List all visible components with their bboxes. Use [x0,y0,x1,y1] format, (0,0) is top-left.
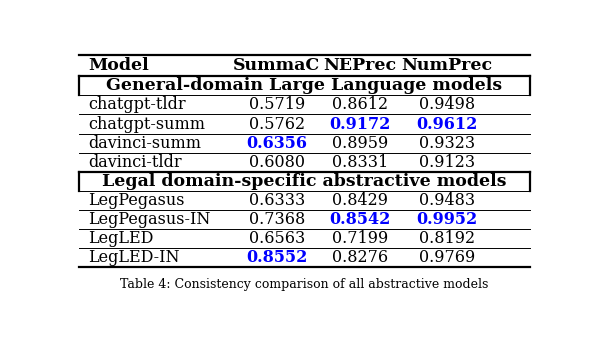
Text: SummaC: SummaC [233,57,320,74]
Text: 0.8429: 0.8429 [331,192,388,209]
Text: 0.9952: 0.9952 [416,211,478,228]
Text: 0.9323: 0.9323 [419,135,475,151]
Text: 0.9123: 0.9123 [419,154,475,171]
Text: 0.8276: 0.8276 [331,250,388,266]
Text: General-domain Large Language models: General-domain Large Language models [106,77,503,94]
Text: LegPegasus-IN: LegPegasus-IN [88,211,210,228]
Text: LegLED-IN: LegLED-IN [88,250,179,266]
Text: 0.6356: 0.6356 [247,135,307,151]
Text: NEPrec: NEPrec [323,57,396,74]
Text: 0.7199: 0.7199 [331,230,388,247]
Text: chatgpt-tldr: chatgpt-tldr [88,96,186,113]
Text: Legal domain-specific abstractive models: Legal domain-specific abstractive models [102,173,507,190]
Text: 0.9612: 0.9612 [416,116,478,132]
Text: chatgpt-summ: chatgpt-summ [88,116,205,132]
Text: Table 4: Consistency comparison of all abstractive models: Table 4: Consistency comparison of all a… [120,279,489,291]
Text: 0.8959: 0.8959 [331,135,388,151]
Text: davinci-tldr: davinci-tldr [88,154,182,171]
Text: 0.7368: 0.7368 [249,211,305,228]
Text: 0.8612: 0.8612 [331,96,388,113]
Text: 0.6563: 0.6563 [249,230,305,247]
Text: 0.9172: 0.9172 [329,116,390,132]
Text: 0.8542: 0.8542 [329,211,390,228]
Text: 0.6080: 0.6080 [249,154,305,171]
Text: 0.8192: 0.8192 [419,230,475,247]
Text: 0.8552: 0.8552 [246,250,308,266]
Text: LegPegasus: LegPegasus [88,192,185,209]
Text: 0.8331: 0.8331 [331,154,388,171]
Text: 0.9769: 0.9769 [419,250,475,266]
Text: 0.9483: 0.9483 [419,192,475,209]
Text: 0.6333: 0.6333 [249,192,305,209]
Text: Model: Model [88,57,149,74]
Text: LegLED: LegLED [88,230,153,247]
Text: 0.5719: 0.5719 [249,96,305,113]
Text: NumPrec: NumPrec [402,57,492,74]
Text: 0.5762: 0.5762 [249,116,305,132]
Text: davinci-summ: davinci-summ [88,135,201,151]
Text: 0.9498: 0.9498 [419,96,475,113]
